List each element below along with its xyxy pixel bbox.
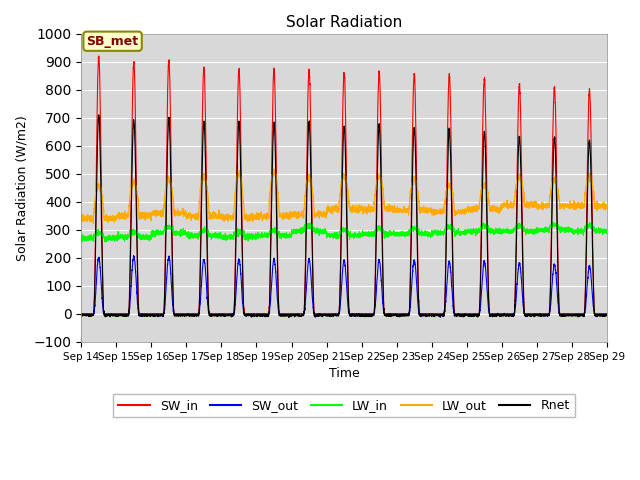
Rnet <box>77 313 85 319</box>
SW_out <box>324 311 332 317</box>
Rnet <box>324 312 332 318</box>
SW_in <box>433 311 440 317</box>
SW_in <box>602 311 610 317</box>
Text: SB_met: SB_met <box>86 35 139 48</box>
LW_out <box>90 221 97 227</box>
SW_in <box>95 53 103 59</box>
Rnet <box>285 314 292 320</box>
LW_in <box>102 239 110 245</box>
Line: LW_out: LW_out <box>81 169 607 224</box>
SW_in <box>603 311 611 317</box>
Y-axis label: Solar Radiation (W/m2): Solar Radiation (W/m2) <box>15 115 28 261</box>
X-axis label: Time: Time <box>329 367 360 380</box>
Legend: SW_in, SW_out, LW_in, LW_out, Rnet: SW_in, SW_out, LW_in, LW_out, Rnet <box>113 395 575 417</box>
LW_out <box>603 202 611 207</box>
LW_in <box>603 228 611 234</box>
SW_in <box>462 311 470 317</box>
LW_out <box>433 208 440 214</box>
Rnet <box>95 112 102 118</box>
LW_in <box>77 236 85 242</box>
LW_out <box>603 204 611 209</box>
LW_out <box>492 209 500 215</box>
Rnet <box>172 312 180 318</box>
SW_out <box>603 311 611 317</box>
SW_in <box>77 311 85 317</box>
SW_out <box>172 311 180 317</box>
SW_out <box>433 311 440 317</box>
Line: Rnet: Rnet <box>81 115 607 317</box>
SW_in <box>492 311 499 317</box>
Rnet <box>433 313 440 319</box>
LW_out <box>172 212 180 218</box>
LW_in <box>462 229 470 235</box>
LW_in <box>172 230 180 236</box>
SW_out <box>602 311 610 317</box>
Line: SW_in: SW_in <box>81 56 607 314</box>
Rnet <box>492 312 500 318</box>
SW_in <box>324 311 332 317</box>
SW_out <box>77 311 85 317</box>
LW_out <box>77 215 85 220</box>
Rnet <box>462 312 470 318</box>
LW_in <box>586 219 593 225</box>
SW_out <box>130 253 138 259</box>
LW_in <box>324 233 332 239</box>
Line: SW_out: SW_out <box>81 256 607 314</box>
LW_in <box>492 225 499 231</box>
Rnet <box>603 311 611 317</box>
LW_in <box>433 233 440 239</box>
LW_in <box>603 228 611 234</box>
LW_out <box>462 208 470 214</box>
LW_out <box>324 206 332 212</box>
Title: Solar Radiation: Solar Radiation <box>286 15 402 30</box>
SW_in <box>172 311 180 317</box>
LW_out <box>270 166 278 172</box>
SW_out <box>462 311 470 317</box>
Line: LW_in: LW_in <box>81 222 607 242</box>
Rnet <box>603 312 611 318</box>
SW_out <box>492 311 499 317</box>
